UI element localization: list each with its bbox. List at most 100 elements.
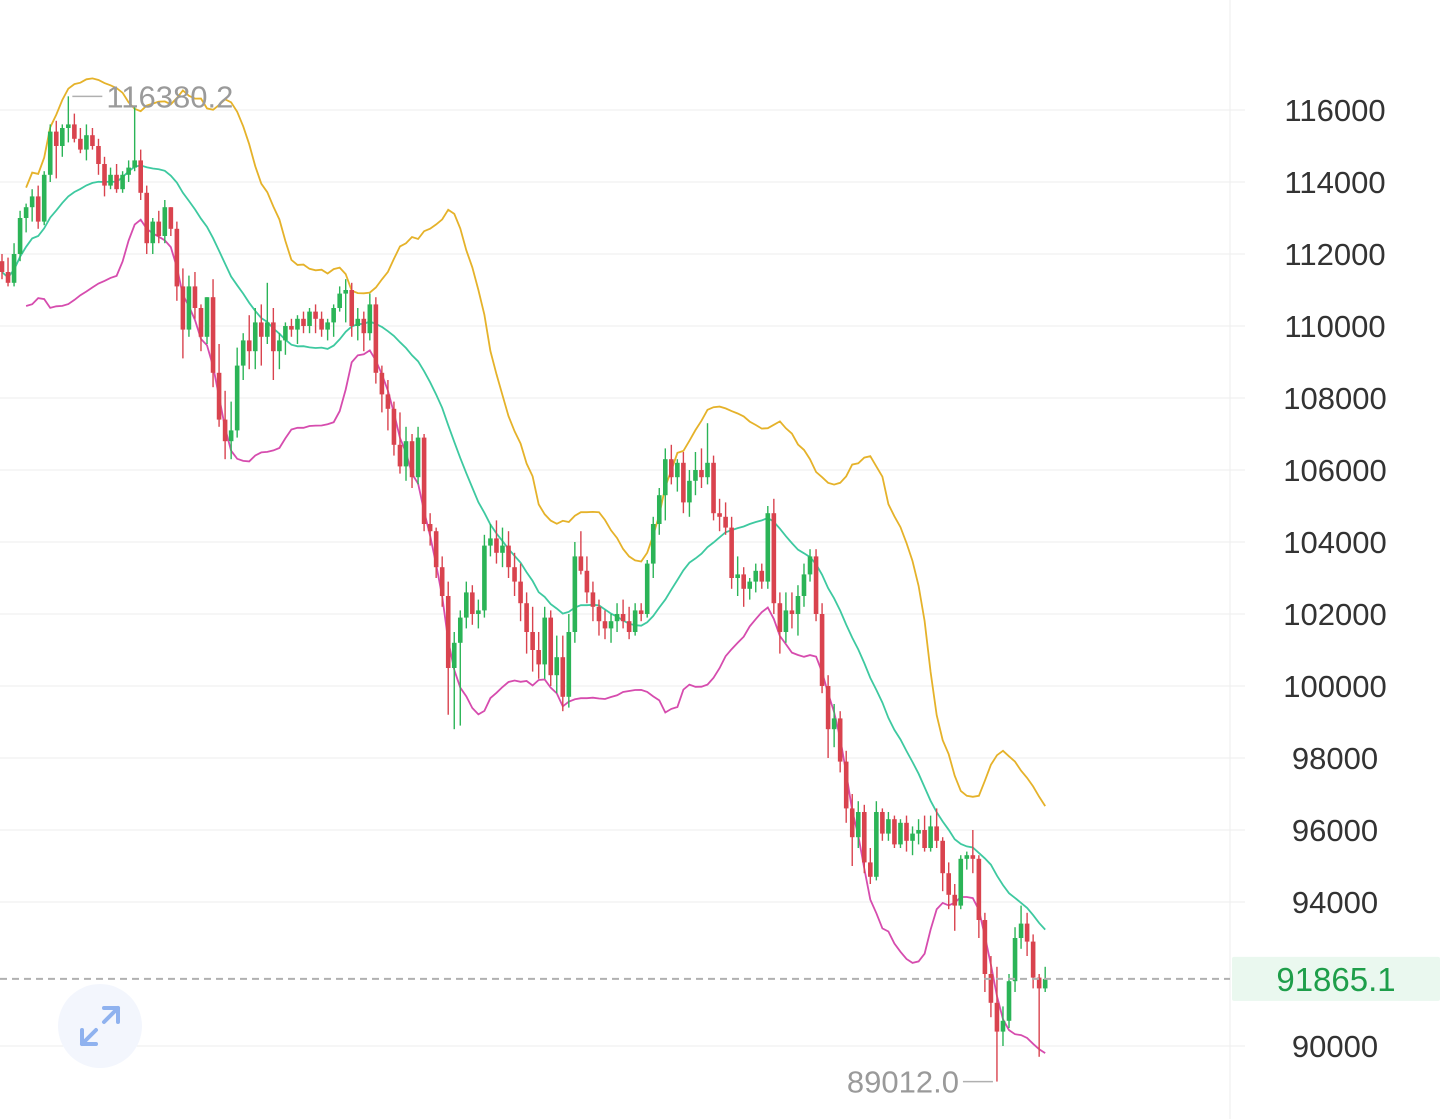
candle — [928, 815, 933, 852]
candle-body — [174, 228, 180, 287]
candle-body — [928, 826, 933, 848]
candle — [596, 599, 602, 636]
candle-body — [874, 812, 879, 877]
candle — [252, 308, 258, 370]
candle-body — [512, 567, 517, 582]
candle — [35, 185, 41, 229]
candle — [415, 426, 421, 485]
candle — [976, 855, 982, 938]
candle-body — [711, 462, 716, 514]
candle — [240, 333, 246, 380]
candle-body — [530, 632, 535, 650]
candle-body — [783, 610, 789, 632]
last-price-badge — [1232, 956, 1440, 1001]
candle-body — [488, 538, 493, 546]
candle-body — [17, 218, 23, 254]
candle-body — [952, 894, 958, 906]
candle — [17, 210, 23, 262]
candle — [898, 819, 903, 848]
candle — [765, 506, 771, 589]
expand-button[interactable] — [58, 984, 142, 1068]
candle-body — [457, 617, 463, 643]
candle-body — [156, 221, 162, 236]
candle — [837, 711, 843, 773]
candle-body — [886, 819, 891, 834]
candle-body — [934, 826, 939, 841]
candle-body — [319, 318, 324, 330]
candle — [391, 401, 397, 456]
candle — [687, 470, 692, 517]
candle — [445, 581, 451, 715]
candle-body — [723, 516, 728, 528]
y-tick-label: 116000 — [1284, 93, 1385, 128]
candle-body — [753, 570, 759, 582]
candle — [994, 966, 1000, 1082]
candle — [711, 455, 716, 521]
candle — [626, 606, 632, 640]
candle-body — [904, 822, 909, 841]
candle-body — [361, 318, 367, 334]
candle — [482, 534, 487, 618]
candle-body — [789, 610, 795, 614]
candle-body — [608, 621, 614, 629]
upper-band-line — [25, 77, 1046, 807]
candle — [186, 275, 192, 337]
candle — [373, 297, 379, 384]
candle-body — [222, 419, 228, 442]
candle — [289, 318, 294, 337]
candle — [246, 315, 252, 370]
candle — [512, 552, 517, 596]
candle-body — [500, 545, 505, 553]
candle-body — [385, 394, 391, 409]
high-low-markers: 116380.2 89012.0 — [72, 79, 993, 1100]
candle — [723, 502, 728, 535]
candle-body — [729, 527, 734, 578]
candle — [735, 556, 740, 596]
candle — [228, 401, 234, 460]
candle-body — [578, 556, 584, 571]
candle — [958, 855, 964, 910]
candle-body — [964, 855, 970, 859]
candle — [916, 819, 921, 845]
candle-body — [958, 858, 964, 906]
candle — [102, 156, 107, 197]
candle-body — [536, 650, 541, 665]
last-price-marker: 91865.1 — [0, 956, 1440, 1001]
candle-body — [451, 642, 457, 668]
y-tick-label: 104000 — [1283, 525, 1386, 560]
candle — [210, 279, 216, 388]
candle — [741, 567, 746, 607]
candle-body — [669, 459, 674, 478]
candle — [108, 167, 113, 190]
candle — [964, 851, 970, 870]
candle-body — [988, 974, 994, 1003]
candle-body — [198, 308, 204, 337]
candle-body — [849, 808, 855, 838]
candle — [494, 520, 499, 564]
candle — [23, 203, 29, 233]
candle-body — [638, 610, 644, 614]
candle — [457, 610, 463, 726]
candle-body — [307, 311, 312, 326]
candle — [922, 815, 927, 852]
candle — [204, 297, 210, 344]
candle — [66, 96, 71, 143]
candle — [397, 412, 403, 474]
candle-body — [60, 128, 65, 146]
candle — [361, 311, 367, 352]
candle — [608, 614, 614, 643]
candle-body — [620, 614, 626, 622]
candle-body — [560, 657, 566, 697]
candle — [78, 128, 83, 154]
y-tick-label: 108000 — [1283, 381, 1386, 416]
candle-body — [524, 603, 529, 632]
candle — [144, 185, 150, 254]
candle-body — [892, 819, 897, 845]
candle-body — [705, 462, 710, 478]
candle-body — [1000, 1020, 1006, 1032]
candle-body — [204, 297, 210, 337]
candle-body — [548, 617, 554, 676]
candle-body — [246, 340, 252, 352]
candle — [5, 257, 11, 287]
